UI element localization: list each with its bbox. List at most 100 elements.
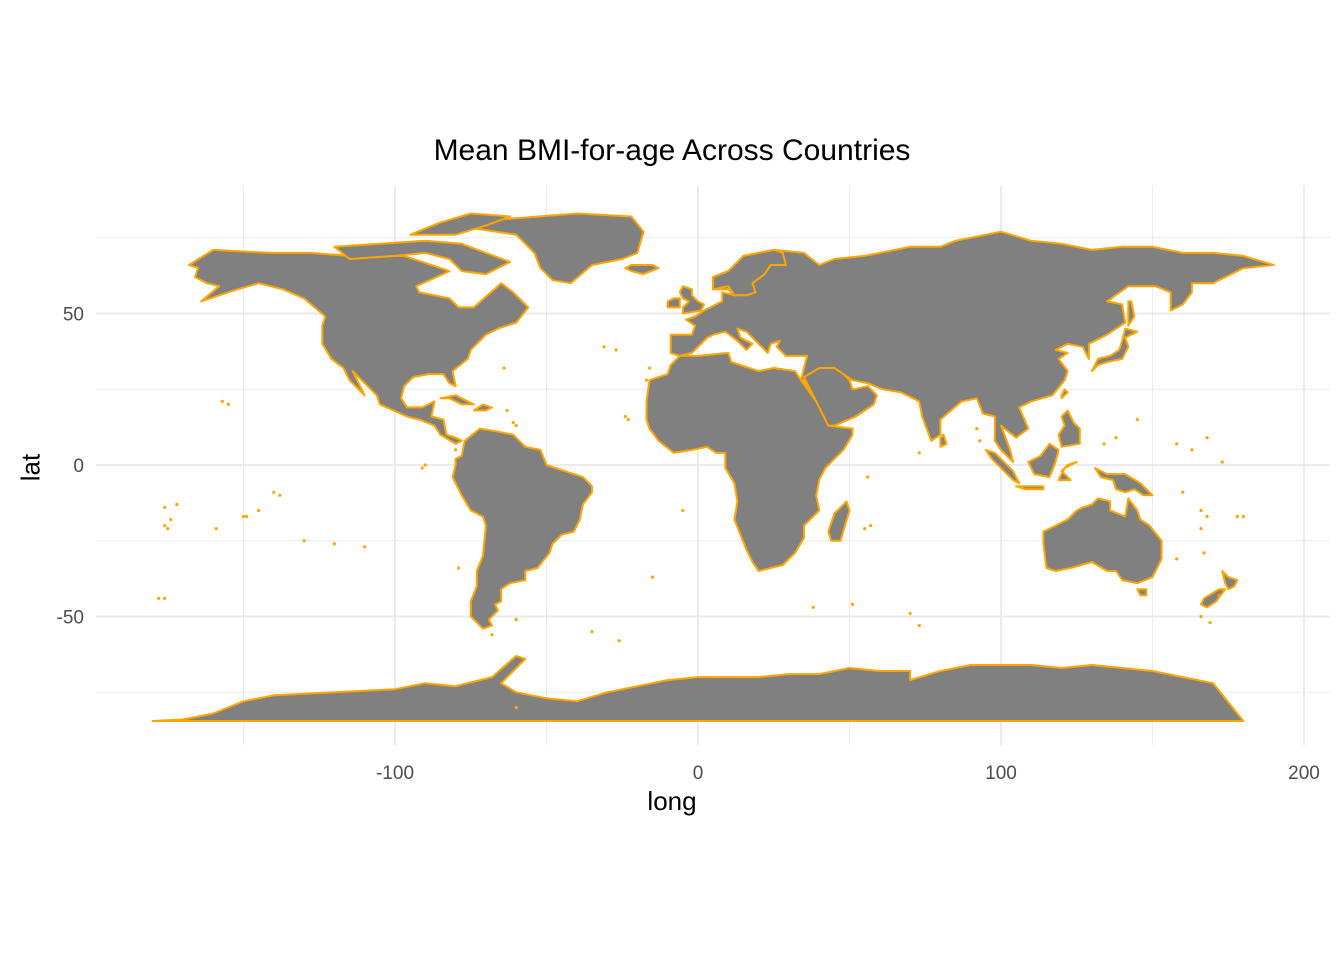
island-point bbox=[811, 605, 815, 610]
island-point bbox=[1208, 620, 1212, 625]
island-point bbox=[163, 524, 167, 528]
island-point bbox=[502, 366, 506, 370]
island-point bbox=[975, 427, 979, 431]
island-point bbox=[617, 639, 621, 643]
island-point bbox=[454, 448, 458, 452]
x-axis-label: long bbox=[647, 786, 697, 816]
island-point bbox=[1202, 551, 1206, 555]
island-point bbox=[272, 490, 276, 494]
region-scandinavia bbox=[712, 248, 787, 297]
island-point bbox=[626, 417, 630, 422]
island-point bbox=[1181, 490, 1185, 494]
island-point bbox=[302, 539, 306, 543]
region-africa bbox=[645, 351, 854, 572]
region-tasmania bbox=[1136, 588, 1148, 597]
y-axis-label: lat bbox=[15, 453, 46, 482]
island-point bbox=[363, 545, 367, 549]
island-point bbox=[278, 493, 282, 497]
region-japan bbox=[1090, 327, 1139, 373]
island-point bbox=[332, 542, 336, 546]
region-taiwan bbox=[1060, 388, 1069, 400]
island-point bbox=[602, 345, 606, 349]
region-greenland bbox=[475, 212, 645, 285]
island-point bbox=[220, 399, 224, 403]
island-point bbox=[978, 439, 982, 443]
island-point bbox=[511, 420, 515, 425]
y-tick-label: 50 bbox=[63, 305, 84, 326]
island-point bbox=[423, 463, 427, 467]
region-canadian-arctic-islands bbox=[333, 239, 512, 276]
region-antarctica bbox=[151, 654, 1245, 722]
island-point bbox=[623, 414, 627, 419]
x-axis-ticks: -100 0 100 200 bbox=[376, 763, 1320, 784]
island-point bbox=[1199, 508, 1203, 513]
island-point bbox=[226, 402, 230, 406]
island-point bbox=[514, 705, 518, 710]
island-point bbox=[175, 502, 179, 506]
island-point bbox=[1205, 436, 1209, 440]
region-ellesmere-island bbox=[409, 212, 512, 236]
small-islands bbox=[157, 345, 1245, 710]
island-point bbox=[866, 475, 870, 479]
region-great-britain bbox=[678, 285, 706, 315]
island-point bbox=[1199, 527, 1203, 531]
island-point bbox=[257, 508, 261, 513]
island-point bbox=[644, 378, 649, 382]
y-axis-ticks: -50 0 50 bbox=[57, 305, 84, 629]
island-point bbox=[1175, 557, 1179, 561]
island-point bbox=[166, 527, 170, 531]
region-new-zealand-north bbox=[1221, 570, 1239, 591]
island-point bbox=[490, 633, 494, 637]
island-point bbox=[614, 348, 618, 352]
x-tick-label: 200 bbox=[1288, 763, 1320, 784]
island-point bbox=[1241, 514, 1245, 519]
region-cuba bbox=[439, 394, 475, 406]
island-point bbox=[457, 566, 461, 570]
chart-title: Mean BMI-for-age Across Countries bbox=[433, 134, 911, 167]
island-point bbox=[163, 596, 167, 600]
island-point bbox=[420, 466, 424, 470]
island-point bbox=[214, 527, 218, 531]
island-point bbox=[1217, 593, 1221, 597]
region-hispaniola bbox=[472, 403, 493, 412]
region-ireland bbox=[666, 297, 681, 309]
island-point bbox=[244, 514, 249, 519]
island-point bbox=[163, 505, 167, 510]
island-point bbox=[1175, 442, 1179, 446]
region-new-zealand-south bbox=[1200, 588, 1227, 609]
region-south-america bbox=[451, 427, 593, 630]
region-australia bbox=[1042, 497, 1163, 585]
region-philippines bbox=[1057, 409, 1081, 448]
island-point bbox=[650, 575, 655, 579]
island-point bbox=[1220, 460, 1224, 464]
island-point bbox=[681, 508, 685, 513]
x-tick-label: 0 bbox=[693, 763, 704, 784]
island-point bbox=[157, 596, 161, 600]
island-point bbox=[590, 630, 594, 634]
x-tick-label: 100 bbox=[985, 763, 1017, 784]
island-point bbox=[1190, 448, 1194, 452]
region-madagascar bbox=[827, 500, 851, 542]
island-point bbox=[514, 424, 518, 428]
island-point bbox=[1199, 614, 1203, 619]
island-point bbox=[1102, 442, 1106, 446]
region-new-guinea bbox=[1093, 467, 1154, 497]
island-point bbox=[169, 517, 173, 522]
island-point bbox=[505, 408, 509, 413]
region-sri-lanka bbox=[939, 433, 948, 448]
region-borneo bbox=[1027, 442, 1060, 479]
region-java bbox=[1015, 485, 1045, 491]
region-sakhalin bbox=[1127, 300, 1136, 327]
island-point bbox=[241, 514, 246, 519]
island-point bbox=[863, 527, 867, 531]
island-point bbox=[869, 524, 873, 528]
island-point bbox=[908, 611, 912, 616]
island-point bbox=[1235, 514, 1239, 519]
island-point bbox=[917, 451, 921, 455]
island-point bbox=[514, 617, 518, 622]
y-tick-label: -50 bbox=[57, 608, 84, 629]
country-regions bbox=[151, 212, 1275, 722]
region-iceland bbox=[624, 264, 660, 276]
x-tick-label: -100 bbox=[376, 763, 414, 784]
